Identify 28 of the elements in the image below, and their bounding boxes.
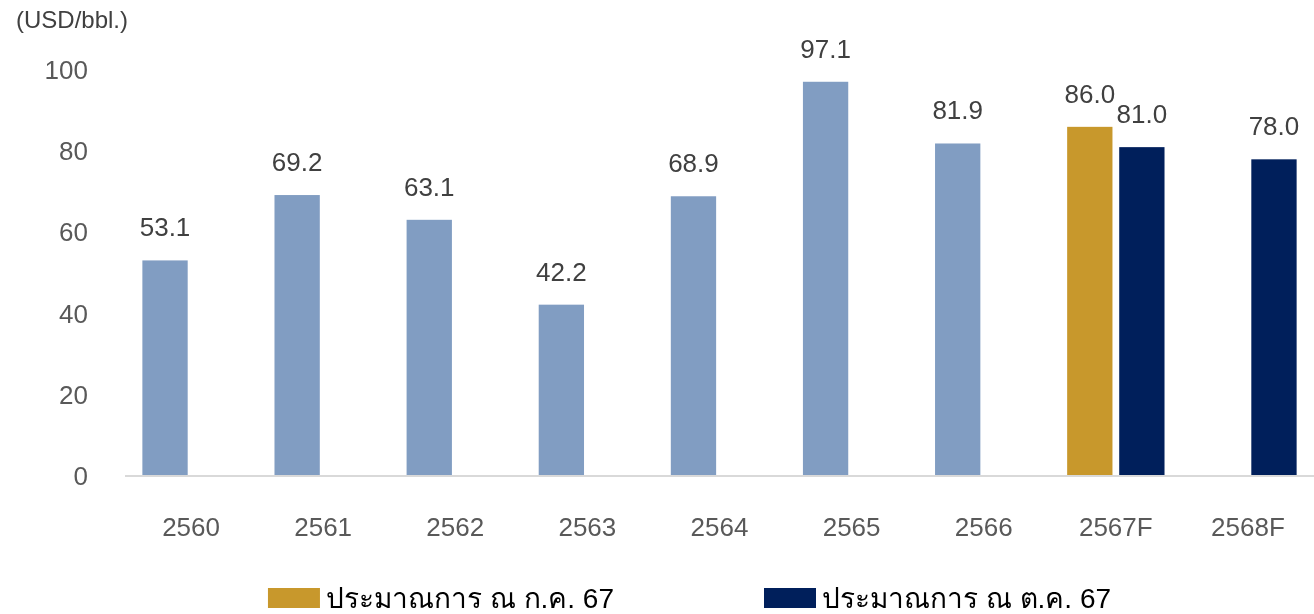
x-tick-label: 2562 <box>426 512 485 542</box>
data-label: 53.1 <box>139 212 191 243</box>
x-tick-label: 2565 <box>822 512 881 542</box>
data-label: 81.9 <box>932 95 983 126</box>
data-label: 68.9 <box>668 148 719 179</box>
y-tick-label: 40 <box>59 298 88 329</box>
y-tick-label: 20 <box>59 379 88 410</box>
x-tick-label: 2568F <box>1211 512 1285 542</box>
data-label: 69.2 <box>271 147 323 178</box>
y-tick-label: 100 <box>44 55 88 85</box>
x-tick-label: 2561 <box>294 512 353 542</box>
x-tick-label: 2563 <box>558 512 617 542</box>
data-label: 86.0 <box>1064 78 1116 109</box>
x-tick-label: 2566 <box>954 512 1013 542</box>
data-label: 63.1 <box>403 171 455 202</box>
y-tick-label: 0 <box>73 461 88 491</box>
data-label: 97.1 <box>800 33 851 64</box>
data-label: 42.2 <box>536 256 587 287</box>
ylabel: (USD/bbl.) <box>16 6 129 33</box>
y-tick-label: 80 <box>59 136 88 167</box>
data-label: 81.0 <box>1116 99 1168 130</box>
legend-label: ประมาณการ ณ ต.ค. 67 <box>822 582 1112 614</box>
legend-label: ประมาณการ ณ ก.ค. 67 <box>325 582 614 614</box>
y-tick-label: 60 <box>59 217 88 248</box>
x-tick-label: 2567F <box>1078 512 1153 542</box>
x-tick-label: 2560 <box>162 512 220 542</box>
data-label: 78.0 <box>1248 111 1300 142</box>
x-tick-label: 2564 <box>690 512 749 542</box>
